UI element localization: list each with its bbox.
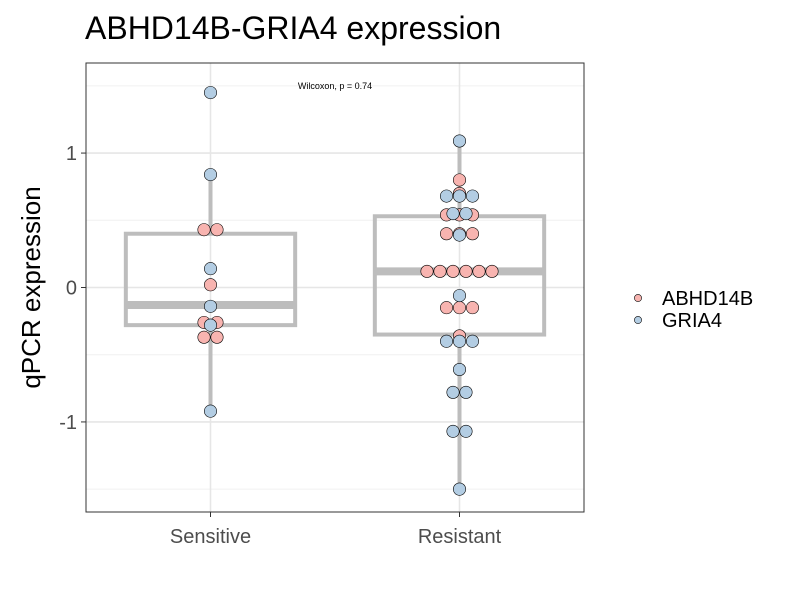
data-point-gria4 [452, 189, 466, 203]
data-point-abhd14b [420, 264, 434, 278]
data-points [197, 86, 499, 496]
data-point-gria4 [204, 318, 218, 332]
data-point-abhd14b [459, 264, 473, 278]
box-resistant [372, 140, 547, 490]
x-tick-label: Sensitive [170, 526, 251, 548]
y-axis-label: qPCR expression [16, 186, 46, 388]
legend-key-abhd14b [634, 294, 642, 302]
data-point-gria4 [204, 262, 218, 276]
data-point-gria4 [465, 189, 479, 203]
legend-label-abhd14b: ABHD14B [662, 288, 753, 310]
data-point-gria4 [204, 404, 218, 418]
wilcoxon-annotation: Wilcoxon, p = 0.74 [298, 81, 372, 91]
data-point-gria4 [452, 363, 466, 377]
data-point-gria4 [446, 385, 460, 399]
legend-label-gria4: GRIA4 [662, 310, 722, 332]
data-point-abhd14b [439, 227, 453, 241]
data-point-abhd14b [197, 223, 211, 237]
data-point-abhd14b [446, 264, 460, 278]
data-point-gria4 [465, 334, 479, 348]
data-point-abhd14b [452, 173, 466, 187]
data-point-gria4 [439, 334, 453, 348]
data-point-abhd14b [210, 330, 224, 344]
data-point-abhd14b [452, 301, 466, 315]
chart-title: ABHD14B-GRIA4 expression [85, 10, 502, 46]
grid-lines [86, 63, 584, 512]
y-tick-label: 0 [66, 278, 77, 300]
y-tick-label: 1 [66, 143, 77, 165]
data-point-gria4 [446, 424, 460, 438]
data-point-gria4 [459, 385, 473, 399]
data-point-abhd14b [439, 301, 453, 315]
data-point-abhd14b [472, 264, 486, 278]
data-point-abhd14b [197, 330, 211, 344]
data-point-abhd14b [465, 227, 479, 241]
data-point-gria4 [452, 289, 466, 303]
data-point-gria4 [439, 189, 453, 203]
data-point-abhd14b [204, 278, 218, 292]
data-point-gria4 [459, 424, 473, 438]
data-point-gria4 [459, 207, 473, 221]
data-point-abhd14b [465, 301, 479, 315]
x-tick-label: Resistant [418, 526, 502, 548]
data-point-gria4 [446, 207, 460, 221]
data-point-gria4 [452, 134, 466, 148]
data-point-abhd14b [210, 223, 224, 237]
y-tick-label: -1 [59, 412, 77, 434]
data-point-gria4 [204, 299, 218, 313]
data-point-abhd14b [485, 264, 499, 278]
data-point-gria4 [452, 334, 466, 348]
data-point-gria4 [204, 168, 218, 182]
data-point-abhd14b [433, 264, 447, 278]
axes: -1 0 1 Sensitive Resistant [59, 143, 501, 548]
data-point-gria4 [204, 86, 218, 100]
data-point-gria4 [452, 228, 466, 242]
legend-key-gria4 [634, 316, 642, 324]
data-point-gria4 [452, 482, 466, 496]
